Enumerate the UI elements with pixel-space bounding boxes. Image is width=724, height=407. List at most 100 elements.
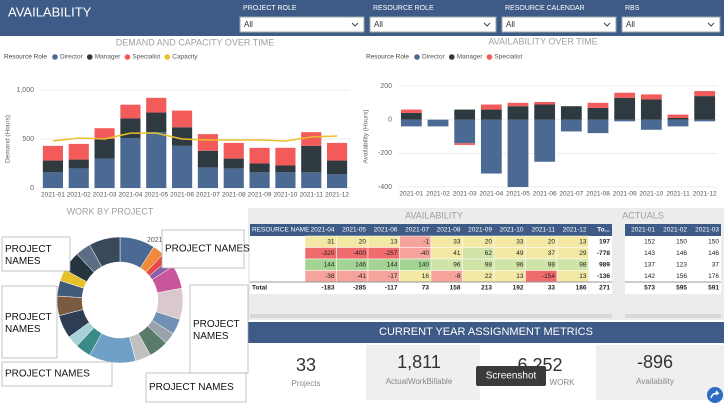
table-cell: 16 [422,273,430,280]
label-box [189,284,249,374]
table-cell: 20 [548,238,556,245]
column-header: 2021-01 [631,227,655,234]
legend-label: Specialist [132,54,160,61]
filter-dropdown[interactable] [621,16,721,33]
bar-segment [480,109,502,120]
column-header: 2021-07 [405,227,429,234]
x-tick-label: 2021-09 [613,191,637,198]
legend-label: Capacity [172,54,198,61]
filter-value: All [506,20,515,29]
bar-segment [42,145,63,161]
chart-title: WORK BY PROJECT [67,206,154,216]
table-cell: 29 [579,250,587,257]
table-cell: -1 [423,238,429,245]
bar-segment [480,119,502,174]
table-cell: -154 [542,273,555,280]
dropdown-arrow [351,22,359,27]
table-cell: 20 [359,238,367,245]
legend-swatch [414,54,420,60]
capacity-line [52,132,338,142]
filter-dropdown[interactable] [501,16,617,33]
total-cell: 186 [576,285,587,292]
bar-segment [614,97,636,120]
chart-title: DEMAND AND CAPACITY OVER TIME [116,37,275,47]
column-header: 2021-04 [311,227,335,234]
project-name-label: PROJECT NAMES [165,244,250,255]
label-line: PROJECT [5,244,52,255]
label-line: PROJECT [5,312,52,323]
metric-card [248,345,364,400]
bar-segment [172,127,193,146]
project-name-label: PROJECT NAMES [5,369,90,380]
project-name-label: PROJECT NAMES [149,382,234,393]
total-cell: -285 [353,285,366,292]
metric-card [366,345,480,400]
x-tick-label: 2021-10 [639,191,663,198]
bar-segment [120,104,141,119]
bar-segment [694,91,716,97]
label-line: NAMES [5,324,41,335]
metrics-bar [248,322,724,343]
project-name-label: PROJECT NAMES [5,312,52,335]
legend-label: Manager [95,54,121,61]
bar-segment [587,102,609,108]
table-cell: 13 [390,238,398,245]
table-cell: 144 [324,261,335,268]
y-tick-label: -400 [378,184,392,191]
bar-segment [223,142,244,159]
metric-value: 1,811 [397,352,441,372]
y-tick-label: -200 [378,150,392,157]
total-cell: -117 [385,285,398,292]
metric-value: 33 [296,355,316,375]
filter-value: All [626,20,635,29]
bar-segment [327,160,348,175]
table-cell: -400 [353,250,366,257]
table-cell: 33 [453,238,461,245]
x-tick-label: 2021-04 [118,192,142,199]
table-cell: 137 [644,261,655,268]
table-cell: 98 [485,261,493,268]
dropdown-arrow [603,22,611,27]
legend-label: Director [422,54,446,61]
metric-label: Projects [292,379,321,388]
x-tick-label: 2021-05 [144,192,168,199]
x-tick-label: 2021-08 [222,192,246,199]
bar-segment [249,147,270,164]
x-tick-label: 2021-06 [533,191,557,198]
bar-segment [146,97,167,113]
column-header: 2021-06 [374,227,398,234]
bar-segment [587,119,609,134]
filter-label: RBS [625,5,640,12]
total-cell: 33 [548,285,556,292]
bar-segment [197,150,218,168]
table-cell: -41 [357,273,367,280]
label-line: NAMES [193,331,229,342]
table-cell: 13 [579,273,587,280]
table-cell: 96 [453,261,461,268]
total-cell: 591 [708,285,719,292]
filter-dropdown[interactable] [239,16,365,33]
legend-label: Director [60,54,84,61]
bar-segment [275,147,296,166]
column-header: 2021-10 [500,227,524,234]
share-button[interactable] [707,387,723,403]
table-cell: 49 [516,250,524,257]
bar-segment [560,106,582,120]
bar-segment [507,106,529,120]
metric-label: ActualWorkBillable [386,377,453,386]
table-cell: 197 [599,238,610,245]
dynamic-layer: PROJECT ROLE All RESOURCE ROLE All RESOURCE … [1,5,721,403]
table-cell: 146 [708,250,719,257]
total-cell: 73 [422,285,430,292]
bar-segment [223,158,244,169]
bar-segment [534,119,556,162]
total-cell: 213 [481,285,492,292]
scrollbar [625,314,721,318]
bar-segment [507,119,529,187]
filter-dropdown[interactable] [369,16,497,33]
share-icon [710,390,720,399]
bar-segment [94,128,115,139]
table-title: ACTUALS [622,210,664,220]
table-cell: 152 [644,238,655,245]
